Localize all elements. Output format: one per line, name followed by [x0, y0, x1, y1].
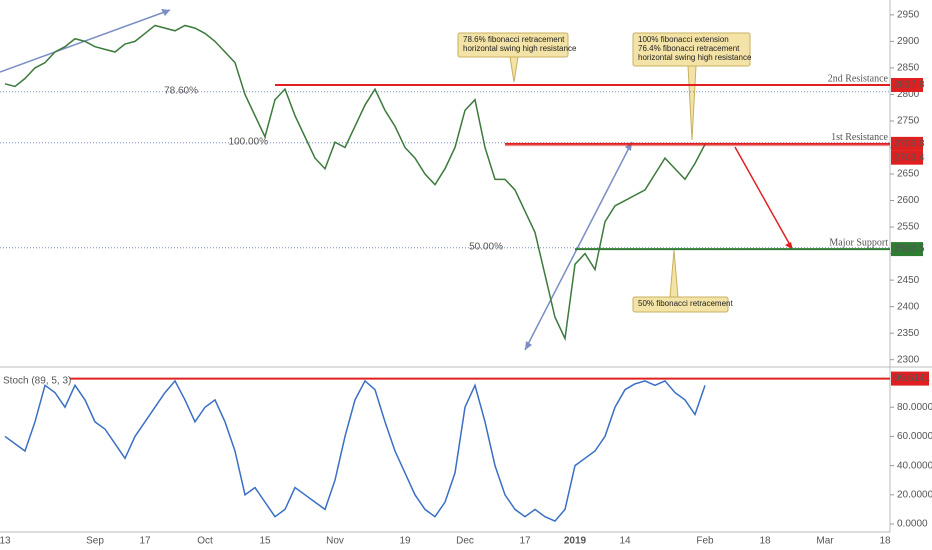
- callout-text: 76.4% fibonacci retracement: [638, 44, 740, 53]
- value-tag: [891, 371, 929, 386]
- callout-text: horizontal swing high resistance: [463, 44, 577, 53]
- y-tick-label: 80.0000: [897, 402, 932, 413]
- x-tick-label: 15: [259, 536, 271, 547]
- y-tick-label: 2950: [897, 9, 920, 20]
- price-tag-label: 2703.4: [894, 152, 925, 163]
- y-tick-label: 2650: [897, 169, 920, 180]
- price-tag: [891, 136, 923, 151]
- y-tick-label: 2350: [897, 328, 920, 339]
- x-tick-label: 13: [0, 536, 11, 547]
- price-tag-label: 2817.8: [894, 80, 925, 91]
- callout-text: horizontal swing high resistance: [638, 53, 752, 62]
- price-tag: [891, 77, 923, 92]
- data-line: [4, 379, 706, 523]
- callout-text: 100% fibonacci extension: [638, 35, 729, 44]
- x-tick-label: 17: [139, 536, 151, 547]
- x-tick-label: 19: [399, 536, 411, 547]
- y-tick-label: 2900: [897, 36, 920, 47]
- x-tick-label: Sep: [86, 536, 104, 547]
- price-tag: [891, 150, 923, 165]
- y-tick-label: 2450: [897, 275, 920, 286]
- x-tick-label: 17: [519, 536, 531, 547]
- projection-arrow: [524, 141, 633, 351]
- x-tick-label: Mar: [816, 536, 834, 547]
- callout-pointer: [509, 56, 519, 83]
- y-tick-label: 2750: [897, 116, 920, 127]
- callout-text: 78.6% fibonacci retracement: [463, 35, 565, 44]
- arrow-head: [785, 242, 793, 250]
- x-tick-label: 2019: [564, 536, 587, 547]
- price-tag: [891, 242, 923, 257]
- level-name: Major Support: [829, 237, 888, 248]
- callout-box: [632, 296, 729, 313]
- y-tick-label: 2400: [897, 301, 920, 312]
- y-tick-label: 0.0000: [897, 519, 928, 530]
- y-tick-label: 40.0000: [897, 460, 932, 471]
- y-tick-label: 2550: [897, 222, 920, 233]
- y-tick-label: 2600: [897, 195, 920, 206]
- x-tick-label: 18: [759, 536, 771, 547]
- fib-label: 100.00%: [229, 136, 269, 147]
- level-name: 1st Resistance: [831, 132, 888, 143]
- value-tag-label: 99.6141: [894, 373, 931, 384]
- y-tick-label: 20.0000: [897, 489, 932, 500]
- x-tick-label: Nov: [326, 536, 344, 547]
- down-arrow: [734, 146, 791, 246]
- x-tick-label: Feb: [696, 536, 714, 547]
- y-tick-label: 60.0000: [897, 431, 932, 442]
- fib-label: 50.00%: [469, 241, 503, 252]
- x-tick-label: Dec: [456, 536, 474, 547]
- x-tick-label: 18: [879, 536, 891, 547]
- callout-box: [632, 32, 751, 67]
- price-tag-label: 2508.5: [894, 244, 925, 255]
- y-tick-label: 2800: [897, 89, 920, 100]
- indicator-title: Stoch (89, 5, 3): [3, 376, 71, 387]
- arrow-head: [161, 9, 170, 16]
- fib-label: 78.60%: [164, 85, 198, 96]
- price-tag-label: 2706.8: [894, 139, 925, 150]
- y-tick-label: 2850: [897, 63, 920, 74]
- callout-box: [457, 32, 569, 58]
- x-tick-label: Oct: [197, 536, 213, 547]
- callout-text: 50% fibonacci retracement: [638, 299, 733, 308]
- x-tick-label: 14: [619, 536, 631, 547]
- y-tick-label: 2300: [897, 354, 920, 365]
- level-name: 2nd Resistance: [828, 73, 889, 84]
- data-line: [4, 24, 706, 342]
